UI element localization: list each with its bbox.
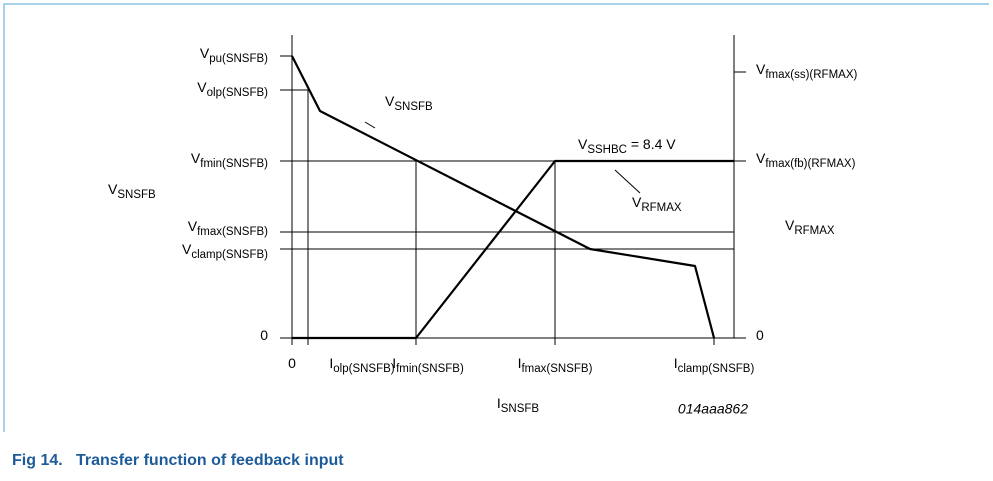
bottom-label: Ifmax(SNSFB) <box>518 355 593 375</box>
label-sub: fmax(fb)(RFMAX) <box>765 158 855 170</box>
label-main: V <box>200 45 210 61</box>
label-main: V <box>756 61 766 77</box>
axis-title: ISNSFB <box>497 395 540 415</box>
label-sub: SNSFB <box>394 101 433 113</box>
label-sub: clamp(SNSFB) <box>678 363 755 375</box>
label-main: V <box>385 93 395 109</box>
label-sub: SNSFB <box>117 189 156 201</box>
label-main: 0 <box>756 327 764 343</box>
frame <box>3 3 989 432</box>
label-main: I <box>674 355 678 371</box>
label-main: V <box>191 150 201 166</box>
label-sub: SSHBC <box>587 144 627 156</box>
label-sub: fmin(SNSFB) <box>200 158 268 170</box>
left-label: Vfmax(SNSFB) <box>188 218 268 238</box>
label-main: V <box>578 136 588 152</box>
right-label: Vfmax(ss)(RFMAX) <box>756 61 858 81</box>
left-label: Vclamp(SNSFB) <box>182 241 268 261</box>
label-main: V <box>756 150 766 166</box>
bottom-label: 0 <box>288 355 296 371</box>
label-main: V <box>197 79 207 95</box>
label-main: 0 <box>288 355 296 371</box>
label-main: V <box>108 181 118 197</box>
label-sub: RFMAX <box>641 202 682 214</box>
right-label: 0 <box>756 327 764 343</box>
label-sub: clamp(SNSFB) <box>191 249 268 261</box>
label-sub: fmin(SNSFB) <box>396 363 464 375</box>
caption: Fig 14. Transfer function of feedback in… <box>12 452 344 469</box>
label-main: 0 <box>260 327 268 343</box>
label-main: I <box>497 395 501 411</box>
label-sub: olp(SNSFB) <box>333 363 395 375</box>
left-label: Volp(SNSFB) <box>197 79 268 99</box>
label-sub: fmax(SNSFB) <box>521 363 592 375</box>
curve-vsnsfb <box>291 55 716 339</box>
label-sub: RFMAX <box>794 225 835 237</box>
label-sub: olp(SNSFB) <box>207 87 269 99</box>
left-label: 0 <box>260 327 268 343</box>
label-main: V <box>785 217 795 233</box>
label-main: I <box>392 355 396 371</box>
curve-label: VRFMAX <box>632 194 682 214</box>
label-main: V <box>182 241 192 257</box>
label-rest: = 8.4 V <box>627 136 676 152</box>
label-main: V <box>632 194 642 210</box>
label-main: I <box>329 355 333 371</box>
bottom-label: Ifmin(SNSFB) <box>392 355 464 375</box>
curve-vrfmax <box>292 159 734 340</box>
label-sub: pu(SNSFB) <box>209 53 268 65</box>
label-sub: fmax(ss)(RFMAX) <box>765 69 857 81</box>
left-label: Vpu(SNSFB) <box>200 45 268 65</box>
label-sub: fmax(SNSFB) <box>197 226 268 238</box>
left-label: Vfmin(SNSFB) <box>191 150 268 170</box>
axis-title: VRFMAX <box>785 217 835 237</box>
label-main: I <box>518 355 522 371</box>
figure-code: 014aaa862 <box>678 401 748 417</box>
axes <box>280 35 746 345</box>
label-main: V <box>188 218 198 234</box>
right-label: Vfmax(fb)(RFMAX) <box>756 150 856 170</box>
bottom-label: Iclamp(SNSFB) <box>674 355 755 375</box>
curve-label: VSSHBC = 8.4 V <box>578 136 676 156</box>
label-sub: SNSFB <box>501 403 540 415</box>
bottom-label: Iolp(SNSFB) <box>329 355 394 375</box>
axis-title: VSNSFB <box>108 181 156 201</box>
curve-label: VSNSFB <box>385 93 433 113</box>
